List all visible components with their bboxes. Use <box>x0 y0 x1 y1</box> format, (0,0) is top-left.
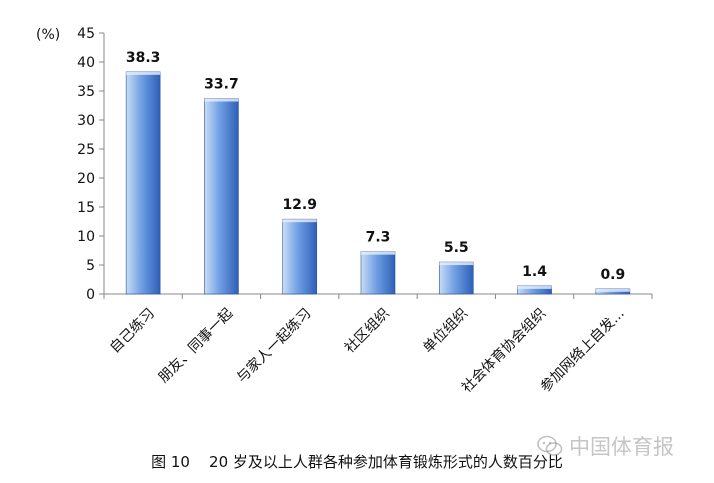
y-tick-label: 25 <box>77 142 95 158</box>
y-tick-label: 40 <box>77 55 95 71</box>
bar-cap <box>204 98 239 102</box>
y-tick-label: 20 <box>77 171 95 187</box>
bar-cap <box>595 288 630 292</box>
value-label: 0.9 <box>600 267 625 283</box>
value-label: 7.3 <box>366 230 391 246</box>
value-labels: 38.3 33.7 12.9 7.3 5.5 1.4 0.9 <box>126 50 625 283</box>
category-label: 参加网络上自发... <box>537 305 628 396</box>
bar <box>282 218 318 295</box>
y-tick-label: 15 <box>77 200 95 216</box>
category-label: 社区组织 <box>342 306 393 357</box>
bar <box>204 98 239 295</box>
value-label: 1.4 <box>522 264 547 280</box>
y-tick-label: 0 <box>86 287 95 303</box>
wechat-icon <box>537 435 563 456</box>
bar-cap <box>282 219 317 223</box>
bars <box>125 71 631 295</box>
category-label: 单位组织 <box>420 306 471 357</box>
y-tick-label: 5 <box>86 258 95 274</box>
value-label: 33.7 <box>204 77 239 93</box>
value-label: 38.3 <box>126 50 161 66</box>
watermark: 中国体育报 <box>537 432 707 460</box>
bar <box>125 71 161 295</box>
bar-cap <box>361 251 395 255</box>
bar-cap <box>439 262 474 266</box>
bar-cap <box>517 285 552 289</box>
value-label: 12.9 <box>282 197 317 213</box>
y-unit-label: (%) <box>36 27 60 43</box>
bar <box>360 251 396 295</box>
y-axis: 0 5 10 15 20 25 30 35 40 45 (%) <box>36 26 105 303</box>
bar-cap <box>126 71 161 75</box>
figure-caption: 图 10 20 岁及以上人群各种参加体育锻炼形式的人数百分比 <box>151 453 563 471</box>
y-tick-label: 35 <box>77 84 95 100</box>
watermark-text: 中国体育报 <box>569 435 674 459</box>
category-label: 社会体育协会组织 <box>459 306 550 397</box>
category-label: 自己练习 <box>107 306 158 357</box>
y-tick-label: 10 <box>77 229 95 245</box>
value-label: 5.5 <box>444 240 469 256</box>
category-label: 朋友、同事一起 <box>156 306 237 387</box>
x-axis <box>103 293 653 299</box>
bar <box>438 261 474 295</box>
y-tick-label: 30 <box>77 113 95 129</box>
category-label: 与家人一起练习 <box>233 305 314 386</box>
y-tick-label: 45 <box>77 26 95 42</box>
